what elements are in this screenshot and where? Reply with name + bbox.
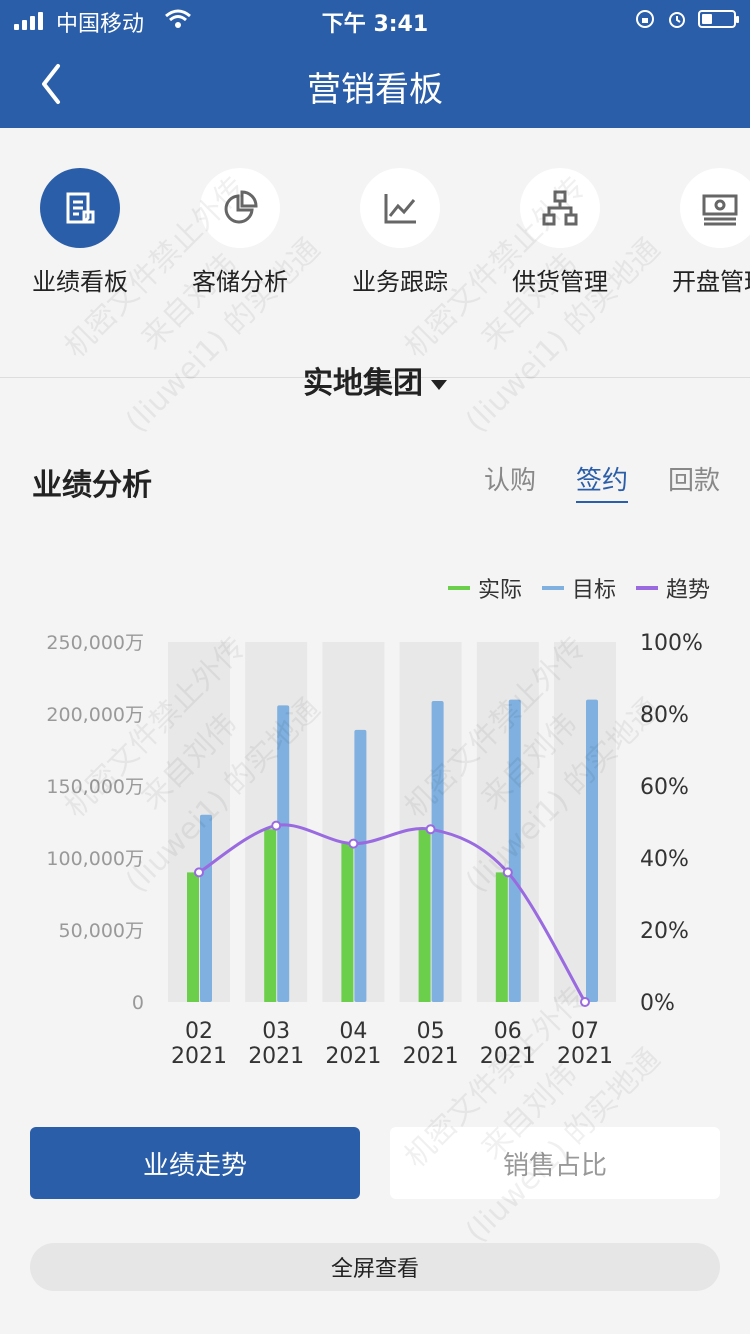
y-right-tick-label: 20%	[640, 919, 689, 944]
menu-item-label: 开盘管理	[672, 268, 750, 296]
chart-legend: 实际 目标 趋势	[447, 572, 710, 604]
section-title: 业绩分析	[32, 468, 152, 503]
signal-icon	[14, 12, 43, 30]
trend-point	[194, 867, 204, 878]
rotation-lock-icon	[636, 10, 654, 28]
menu-item-customer-analysis[interactable]: 客储分析	[160, 168, 320, 297]
back-icon[interactable]	[36, 60, 76, 108]
menu-item-business-tracking[interactable]: 业务跟踪	[320, 168, 480, 297]
company-selector[interactable]: 实地集团	[0, 358, 750, 402]
trend-point	[348, 838, 359, 849]
alarm-icon	[669, 12, 685, 28]
legend-item-target: 目标	[541, 572, 616, 604]
trend-point	[502, 867, 513, 878]
x-tick-label: 2021	[403, 1044, 459, 1069]
bar-target	[586, 699, 598, 1002]
y-right-tick-label: 60%	[640, 775, 689, 800]
feature-menu: 业绩看板 客储分析 业务跟踪 供货管理	[0, 168, 750, 298]
legend-label: 趋势	[665, 578, 710, 603]
battery-icon	[698, 10, 739, 28]
status-bar: 中国移动 下午 3:41	[0, 0, 750, 40]
nav-bar: 营销看板	[0, 40, 750, 128]
tab-contract[interactable]: 签约	[575, 460, 628, 503]
bar-actual	[495, 872, 508, 1002]
menu-item-label: 业务跟踪	[352, 268, 448, 296]
trend-point	[580, 997, 590, 1007]
y-right-tick-label: 100%	[640, 631, 703, 656]
performance-trend-button[interactable]: 业绩走势	[30, 1127, 360, 1199]
performance-chart: 250,000万 200,000万 150,000万 100,000万 50,000万 0…	[46, 631, 703, 1069]
x-tick-label: 07	[571, 1019, 599, 1044]
menu-item-performance-board[interactable]: 业绩看板	[0, 168, 160, 297]
y-left-tick-label: 0	[132, 992, 144, 1014]
y-left-tick-label: 50,000万	[59, 920, 144, 942]
x-tick-label: 2021	[325, 1044, 381, 1069]
x-tick-label: 04	[339, 1019, 367, 1044]
menu-item-supply-management[interactable]: 供货管理	[480, 168, 640, 297]
bar-target	[200, 814, 212, 1002]
status-time: 下午 3:41	[321, 12, 429, 37]
bar-target	[508, 699, 521, 1002]
y-left-tick-label: 150,000万	[46, 776, 144, 798]
bar-target	[354, 729, 367, 1002]
bar-actual	[187, 872, 199, 1002]
menu-item-label: 供货管理	[512, 268, 608, 296]
y-right-tick-label: 80%	[640, 703, 689, 728]
wifi-icon	[165, 9, 191, 28]
dropdown-caret-icon	[431, 379, 447, 390]
x-tick-label: 03	[262, 1019, 290, 1044]
trend-point	[271, 820, 282, 831]
carrier-label: 中国移动	[56, 12, 145, 37]
line-chart-icon	[384, 194, 416, 224]
report-icon	[66, 192, 95, 224]
tab-payment[interactable]: 回款	[667, 466, 720, 496]
y-right-tick-label: 40%	[640, 847, 689, 872]
category-band	[554, 642, 616, 1002]
bar-target	[431, 701, 444, 1002]
bar-actual	[418, 829, 431, 1002]
fullscreen-button[interactable]: 全屏查看	[30, 1243, 720, 1291]
divider	[0, 377, 750, 378]
menu-item-label: 业绩看板	[32, 268, 128, 296]
menu-item-opening-management[interactable]: 开盘管理	[640, 168, 750, 297]
x-tick-label: 2021	[480, 1044, 536, 1069]
bar-actual	[264, 829, 277, 1002]
tab-bar: 认购 签约 回款	[484, 460, 720, 503]
tab-subscription[interactable]: 认购	[483, 466, 536, 496]
menu-item-label: 客储分析	[192, 268, 288, 296]
legend-item-trend: 趋势	[635, 572, 710, 604]
x-tick-label: 2021	[171, 1044, 227, 1069]
trend-point	[425, 824, 436, 835]
x-tick-label: 06	[494, 1019, 522, 1044]
legend-label: 实际	[477, 578, 522, 603]
x-tick-label: 05	[417, 1019, 445, 1044]
sales-ratio-button[interactable]: 销售占比	[390, 1127, 720, 1199]
legend-item-actual: 实际	[447, 572, 522, 604]
x-tick-label: 2021	[557, 1044, 613, 1069]
org-chart-icon	[542, 190, 578, 226]
company-name: 实地集团	[303, 366, 423, 401]
legend-swatch	[635, 586, 658, 590]
legend-swatch	[447, 586, 470, 590]
y-left-tick-label: 100,000万	[46, 848, 144, 870]
y-left-tick-label: 250,000万	[46, 632, 144, 654]
x-tick-label: 2021	[248, 1044, 304, 1069]
y-left-tick-label: 200,000万	[46, 704, 144, 726]
legend-swatch	[541, 586, 564, 590]
bar-actual	[341, 843, 354, 1002]
bar-target	[277, 705, 290, 1002]
legend-label: 目标	[571, 578, 616, 603]
y-right-tick-label: 0%	[640, 991, 675, 1016]
page-title: 营销看板	[307, 70, 443, 110]
cash-icon	[702, 194, 738, 226]
pie-chart-icon	[224, 190, 258, 224]
x-tick-label: 02	[185, 1019, 213, 1044]
